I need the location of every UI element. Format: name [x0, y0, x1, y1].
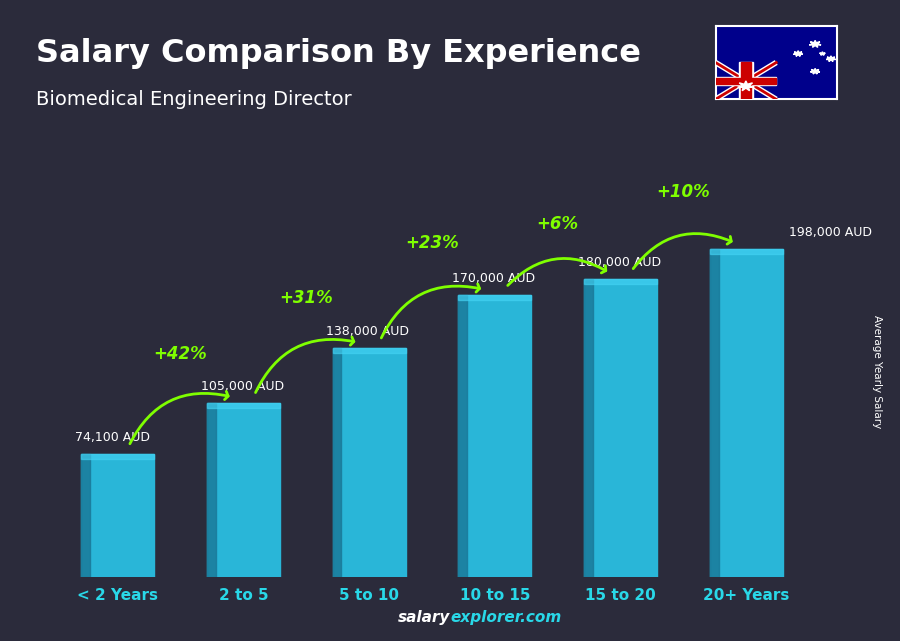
Text: Biomedical Engineering Director: Biomedical Engineering Director [36, 90, 352, 109]
Polygon shape [820, 52, 825, 55]
Bar [584, 279, 657, 577]
Bar [739, 62, 753, 99]
Bar [81, 454, 154, 459]
Text: 105,000 AUD: 105,000 AUD [201, 380, 284, 393]
Text: Salary Comparison By Experience: Salary Comparison By Experience [36, 38, 641, 69]
Text: +6%: +6% [536, 215, 579, 233]
Text: 180,000 AUD: 180,000 AUD [578, 256, 661, 269]
Text: +10%: +10% [657, 183, 710, 201]
Bar [207, 403, 280, 408]
Bar [81, 454, 90, 577]
Polygon shape [738, 81, 754, 91]
Bar [741, 62, 751, 99]
Bar [458, 296, 531, 577]
Text: salary: salary [398, 610, 450, 625]
Bar [716, 76, 776, 85]
Text: Average Yearly Salary: Average Yearly Salary [872, 315, 883, 428]
Bar [584, 279, 657, 283]
Text: +23%: +23% [405, 234, 459, 252]
Polygon shape [794, 51, 803, 56]
Bar [207, 403, 280, 577]
Bar [458, 296, 531, 300]
Text: 170,000 AUD: 170,000 AUD [452, 272, 536, 285]
Polygon shape [810, 69, 820, 74]
Bar [710, 249, 718, 577]
Bar [333, 348, 406, 353]
Text: +31%: +31% [279, 288, 333, 306]
Text: 198,000 AUD: 198,000 AUD [789, 226, 872, 239]
Bar [81, 454, 154, 577]
Bar [458, 296, 467, 577]
Bar [716, 78, 776, 84]
Text: +42%: +42% [154, 345, 207, 363]
Bar [333, 348, 406, 577]
Bar [584, 279, 593, 577]
Bar [333, 348, 341, 577]
Text: 138,000 AUD: 138,000 AUD [327, 326, 410, 338]
Polygon shape [809, 40, 821, 47]
Text: 74,100 AUD: 74,100 AUD [75, 431, 150, 444]
Text: explorer.com: explorer.com [450, 610, 562, 625]
Bar [710, 249, 783, 577]
Polygon shape [826, 56, 836, 62]
Bar [710, 249, 783, 254]
Bar [207, 403, 216, 577]
